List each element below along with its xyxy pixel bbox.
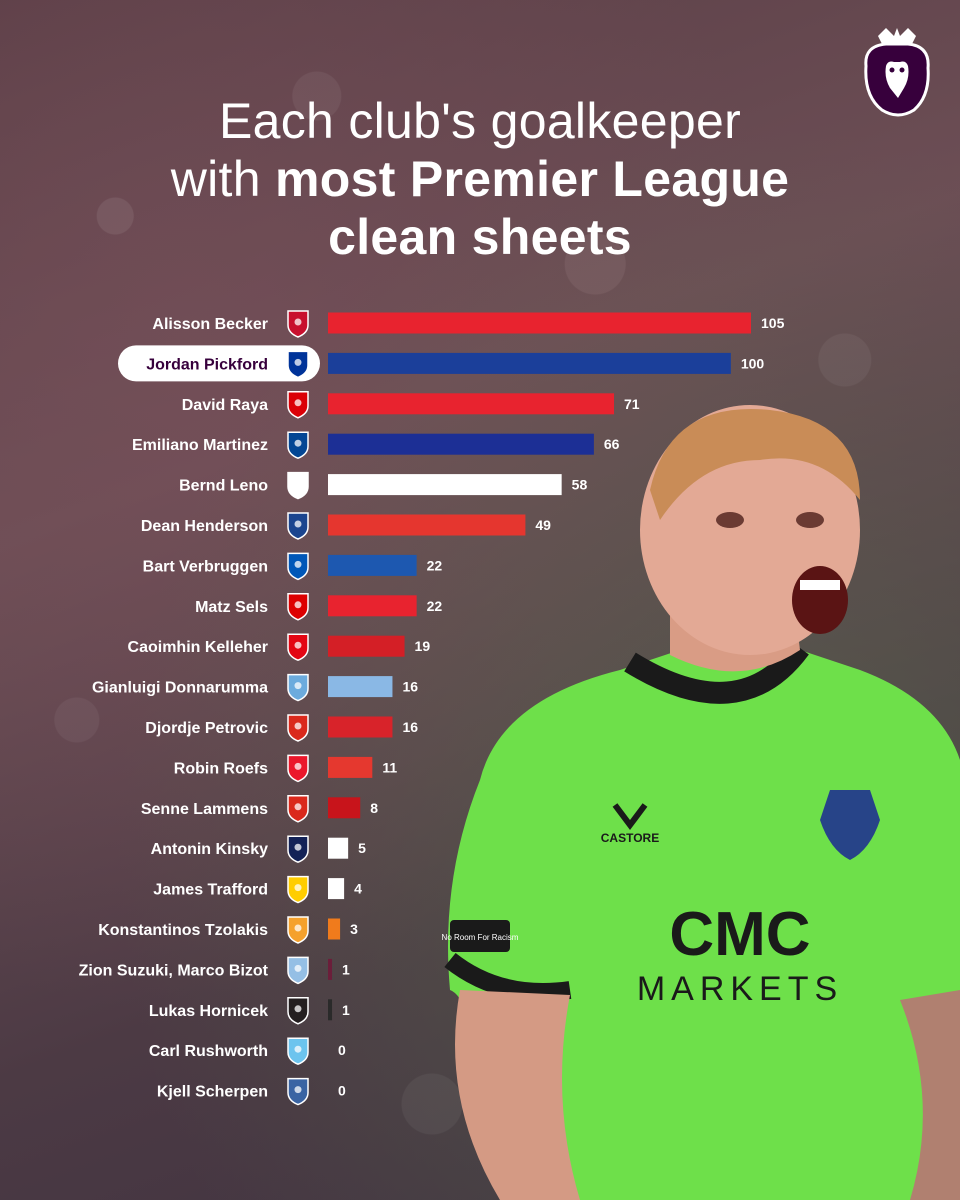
- player-photo: CASTORE CMC MARKETS No Room For Racism: [442, 405, 960, 1200]
- title-line-2: with most Premier League: [0, 150, 960, 208]
- manchester-united-crest-icon: [287, 795, 309, 823]
- bar: [328, 756, 373, 778]
- liverpool-crest-icon: [287, 310, 309, 338]
- value-label: 22: [427, 598, 443, 614]
- castore-logo-icon: [612, 803, 648, 830]
- leeds-crest-icon: [287, 875, 309, 904]
- value-label: 0: [338, 1083, 346, 1099]
- hull-city-crest-icon: [287, 916, 309, 944]
- shirt-sponsor-line-2: MARKETS: [637, 970, 843, 1008]
- value-label: 58: [572, 477, 588, 493]
- arsenal-crest-icon: [287, 391, 309, 419]
- value-label: 49: [535, 517, 551, 533]
- title-line-2-regular: with: [170, 151, 276, 207]
- aston-villa-crest-icon: [287, 956, 309, 985]
- bar: [328, 352, 731, 374]
- value-label: 100: [741, 355, 765, 371]
- title-line-1: Each club's goalkeeper: [218, 93, 742, 149]
- manchester-city-crest-icon: [287, 673, 309, 702]
- value-label: 16: [402, 679, 418, 695]
- player-name-label: Antonin Kinsky: [151, 841, 268, 858]
- bar: [328, 999, 333, 1021]
- kit-brand-text: CASTORE: [601, 831, 659, 845]
- brentford-crest-icon: [287, 633, 309, 662]
- bar: [328, 878, 345, 900]
- player-name-label: Lukas Hornicek: [149, 1003, 268, 1020]
- player-name-label: Djordje Petrovic: [145, 720, 268, 737]
- page-title: Each club's goalkeeper with most Premier…: [0, 92, 960, 266]
- highlight-pill: [118, 345, 320, 382]
- bar: [328, 676, 393, 698]
- bar: [328, 393, 615, 415]
- bar: [328, 918, 341, 940]
- title-line-3: clean sheets: [328, 209, 632, 265]
- value-label: 16: [402, 719, 418, 735]
- bar: [328, 635, 405, 657]
- value-label: 19: [415, 638, 431, 654]
- bar: [328, 514, 526, 536]
- sleeve-text: No Room For Racism: [442, 933, 519, 942]
- player-name-label: Gianluigi Donnarumma: [92, 680, 268, 697]
- bar: [328, 797, 361, 819]
- bar: [328, 595, 417, 617]
- value-label: 0: [338, 1042, 346, 1058]
- value-label: 11: [382, 759, 397, 775]
- value-label: 8: [370, 800, 378, 816]
- crystal-palace-crest-icon: [287, 512, 309, 540]
- brighton-crest-icon: [287, 552, 309, 581]
- chelsea-crest-icon: [287, 431, 309, 460]
- player-name-label: Caoimhin Kelleher: [128, 639, 268, 656]
- value-label: 71: [624, 396, 640, 412]
- newcastle-crest-icon: [287, 997, 309, 1025]
- player-name-label: Dean Henderson: [141, 518, 268, 535]
- player-name-label: Carl Rushworth: [149, 1043, 268, 1060]
- bar: [328, 716, 393, 738]
- player-name-label: Robin Roefs: [174, 760, 268, 777]
- ipswich-crest-icon: [287, 1077, 309, 1106]
- sunderland-crest-icon: [287, 754, 309, 783]
- player-name-label: Bart Verbruggen: [143, 558, 268, 575]
- player-name-label: Jordan Pickford: [146, 356, 268, 373]
- bar: [328, 958, 333, 980]
- premier-league-lion-icon: [864, 28, 930, 117]
- tottenham-crest-icon: [287, 835, 309, 864]
- value-label: 105: [761, 315, 785, 331]
- value-label: 5: [358, 840, 366, 856]
- player-name-label: Bernd Leno: [179, 478, 268, 495]
- everton-shirt-crest-icon: [820, 790, 880, 860]
- player-name-label: Konstantinos Tzolakis: [98, 922, 268, 939]
- player-name-label: James Trafford: [153, 882, 268, 899]
- player-name-label: Senne Lammens: [141, 801, 268, 818]
- player-name-label: David Raya: [182, 397, 268, 414]
- player-name-label: Kjell Scherpen: [157, 1084, 268, 1101]
- bar: [328, 474, 562, 496]
- bar: [328, 433, 594, 455]
- player-name-label: Emiliano Martinez: [132, 437, 268, 454]
- bar: [328, 312, 751, 334]
- everton-crest-icon: [287, 350, 309, 379]
- title-line-2-bold: most Premier League: [275, 151, 790, 207]
- shirt-sponsor-line-1: CMC: [669, 900, 810, 969]
- bar: [328, 554, 417, 576]
- player-name-label: Zion Suzuki, Marco Bizot: [79, 962, 269, 979]
- value-label: 1: [342, 1002, 350, 1018]
- value-label: 66: [604, 436, 620, 452]
- bar: [328, 837, 349, 859]
- value-label: 4: [354, 881, 362, 897]
- player-name-label: Alisson Becker: [152, 316, 268, 333]
- value-label: 1: [342, 961, 350, 977]
- value-label: 3: [350, 921, 358, 937]
- value-label: 22: [427, 557, 443, 573]
- player-name-label: Matz Sels: [195, 599, 268, 616]
- coventry-crest-icon: [287, 1037, 309, 1066]
- bournemouth-crest-icon: [287, 714, 309, 742]
- nottingham-forest-crest-icon: [287, 593, 309, 621]
- fulham-crest-icon: [287, 471, 309, 500]
